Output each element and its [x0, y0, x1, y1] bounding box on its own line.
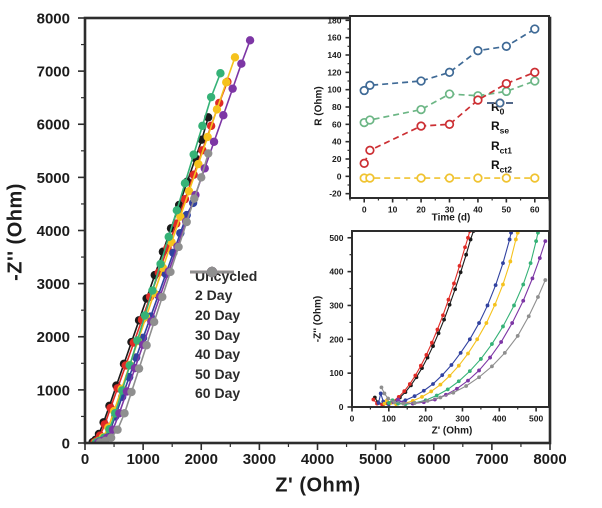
y-tick-label: 4000	[37, 223, 70, 240]
y-tick-label: 0	[339, 402, 344, 412]
y-tick-label: 0	[62, 435, 70, 452]
x-tick-label: 0	[362, 205, 367, 215]
plot-frame	[351, 230, 550, 408]
legend-label: Rct1	[491, 138, 512, 156]
y-tick-label: 120	[327, 67, 341, 77]
y-tick-label: 1000	[37, 382, 70, 399]
legend-label: R0	[491, 99, 505, 116]
chart-nyquist-zoom-inset: 0 100 200 300 400 500 0 100 200 300 400 500	[329, 230, 550, 424]
chart-resistance-inset: 0 10 20 30 40 50 60 -20 0 20 40 60 80 100 120 140 160 180	[327, 15, 550, 215]
legend-label: 40 Day	[195, 346, 241, 363]
x-tick-label: 4000	[301, 451, 334, 468]
series-60-day	[95, 149, 213, 443]
y-tick-label: 3000	[37, 276, 70, 293]
x-tick-label: 5000	[359, 451, 392, 468]
x-tick-label: 8000	[533, 451, 566, 468]
y-tick-label: 100	[327, 85, 341, 95]
series-rct1	[359, 67, 540, 168]
x-tick-label: 0	[81, 451, 89, 468]
legend-item-60-day: 60 Day	[189, 266, 257, 404]
legend-item-rct1: Rct1	[487, 98, 513, 157]
x-tick-label: 7000	[475, 451, 508, 468]
y-tick-label: 400	[329, 267, 343, 277]
x-tick-label: 500	[529, 414, 543, 424]
x-tick-label: 6000	[417, 451, 450, 468]
legend-item-2-day: 2 Day	[189, 266, 257, 306]
legend-label: 2 Day	[195, 287, 233, 304]
y-tick-label: 300	[329, 301, 343, 311]
x-tick-label: 2000	[185, 451, 218, 468]
x-tick-label: 300	[455, 414, 469, 424]
zoom-inset-x-axis-label: Z' (Ohm)	[431, 425, 473, 437]
legend-label: 30 Day	[195, 326, 241, 343]
legend-item-50-day: 50 Day	[189, 266, 257, 384]
x-tick-label: 10	[388, 205, 398, 215]
y-tick-label: 40	[332, 137, 342, 147]
series-r0	[359, 173, 540, 183]
y-tick-label: 80	[332, 102, 342, 112]
x-tick-label: 0	[350, 414, 355, 424]
y-tick-label: 160	[327, 33, 341, 43]
y-tick-label: 6000	[37, 117, 70, 134]
y-tick-label: 2000	[37, 329, 70, 346]
legend-label: 50 Day	[195, 365, 241, 382]
plot-frame	[349, 15, 550, 199]
x-tick-label: 40	[473, 205, 483, 215]
legend-label: 60 Day	[195, 385, 241, 402]
y-tick-label: 0	[337, 171, 342, 181]
y-tick-label: 140	[327, 50, 341, 60]
x-tick-label: 3000	[243, 451, 276, 468]
x-tick-label: 200	[419, 414, 433, 424]
series-60-day	[379, 278, 548, 406]
y-tick-label: -20	[329, 189, 342, 199]
y-tick-label: 60	[332, 119, 342, 129]
y-tick-label: 20	[332, 154, 342, 164]
zoom-inset-y-axis-label: -Z'' (Ohm)	[312, 295, 324, 343]
resistance-inset-x-axis-label: Time (d)	[431, 212, 471, 224]
legend-item-rct2: Rct2	[487, 98, 513, 177]
y-tick-label: 180	[327, 15, 341, 25]
y-tick-label: 7000	[37, 64, 70, 81]
y-tick-label: 5000	[37, 170, 70, 187]
x-tick-label: 1000	[126, 451, 159, 468]
main-legend: Uncycled 2 Day 20 Day 30 Day 40 Day 50 Day 60 …	[189, 266, 257, 403]
x-tick-label: 50	[502, 205, 512, 215]
legend-marker-icon	[190, 266, 234, 278]
y-tick-label: 500	[329, 233, 343, 243]
legend-item-30-day: 30 Day	[189, 266, 257, 345]
legend-item-40-day: 40 Day	[189, 266, 257, 364]
legend-item-rse: Rse	[487, 98, 513, 138]
x-tick-label: 20	[416, 205, 426, 215]
main-x-axis-label: Z' (Ohm)	[275, 474, 361, 497]
legend-item-20-day: 20 Day	[189, 266, 257, 325]
resistance-inset-y-axis-label: R (Ohm)	[313, 86, 325, 126]
y-tick-label: 100	[329, 368, 343, 378]
legend-marker-icon	[487, 98, 513, 108]
x-tick-label: 100	[382, 414, 396, 424]
y-tick-label: 8000	[37, 10, 70, 27]
x-tick-label: 400	[492, 414, 506, 424]
series-rct2	[359, 24, 540, 96]
resistance-legend: R0 Rse Rct1 Rct2	[487, 98, 513, 177]
x-tick-label: 30	[445, 205, 455, 215]
x-tick-label: 60	[530, 205, 540, 215]
y-tick-label: 200	[329, 334, 343, 344]
main-y-axis-label: -Z'' (Ohm)	[4, 183, 27, 281]
legend-label: Rse	[491, 119, 510, 136]
legend-label: Rct2	[491, 158, 512, 175]
legend-label: 20 Day	[195, 306, 241, 323]
